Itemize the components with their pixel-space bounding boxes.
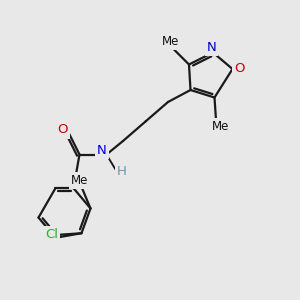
Text: Cl: Cl <box>45 228 58 241</box>
Text: O: O <box>57 123 68 136</box>
Text: N: N <box>207 40 216 54</box>
Text: Me: Me <box>162 35 180 48</box>
Text: N: N <box>97 143 107 157</box>
Text: Me: Me <box>212 120 229 133</box>
Text: H: H <box>117 165 127 178</box>
Text: Me: Me <box>71 174 89 187</box>
Text: O: O <box>234 61 244 75</box>
